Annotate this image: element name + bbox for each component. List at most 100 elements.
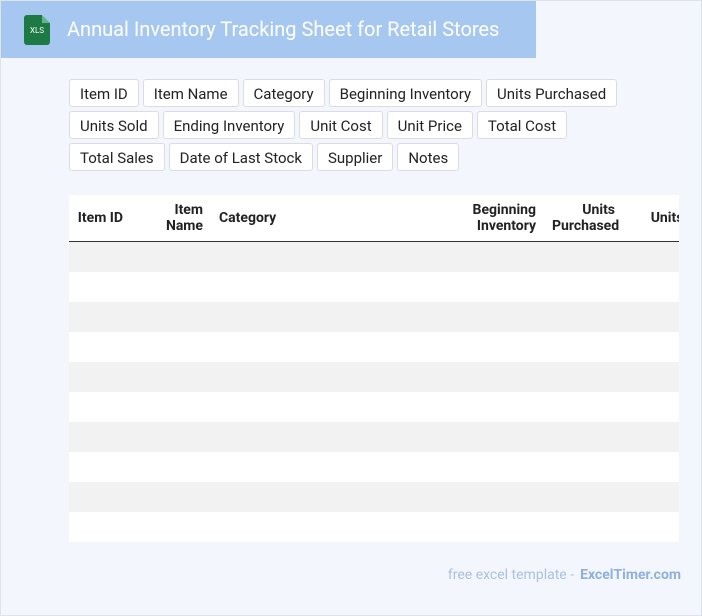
column-header: Beginning Inventory <box>425 195 544 242</box>
table-cell <box>69 512 131 542</box>
table-cell <box>131 512 211 542</box>
table-cell <box>544 272 623 302</box>
table-cell <box>544 422 623 452</box>
table-cell <box>211 512 425 542</box>
footer-brand[interactable]: ExcelTimer.com <box>580 567 681 583</box>
column-chip[interactable]: Total Sales <box>69 143 165 171</box>
column-chip[interactable]: Beginning Inventory <box>328 79 483 107</box>
table-cell <box>623 392 679 422</box>
table-cell <box>131 422 211 452</box>
page-title: Annual Inventory Tracking Sheet for Reta… <box>67 17 500 41</box>
table-cell <box>623 332 679 362</box>
table-cell <box>425 362 544 392</box>
table-cell <box>69 332 131 362</box>
column-chip[interactable]: Date of Last Stock <box>168 143 313 171</box>
table-cell <box>425 241 544 272</box>
table-row <box>69 452 679 482</box>
table-cell <box>69 452 131 482</box>
table-cell <box>131 332 211 362</box>
table-cell <box>211 332 425 362</box>
table-cell <box>69 482 131 512</box>
table-cell <box>131 392 211 422</box>
column-chip[interactable]: Units Purchased <box>486 79 618 107</box>
table-cell <box>623 482 679 512</box>
table-cell <box>544 482 623 512</box>
table-cell <box>211 241 425 272</box>
table-cell <box>211 362 425 392</box>
table-cell <box>211 302 425 332</box>
table-cell <box>425 422 544 452</box>
column-header: Item ID <box>69 195 131 242</box>
table-cell <box>425 332 544 362</box>
table-cell <box>623 362 679 392</box>
table-cell <box>69 302 131 332</box>
column-header: Units Purchased <box>544 195 623 242</box>
file-icon: XLS <box>24 15 50 45</box>
table-container: Item ID Item Name Category Beginning Invent… <box>69 195 679 542</box>
table-cell <box>211 272 425 302</box>
column-chip[interactable]: Notes <box>397 143 460 171</box>
table-cell <box>544 512 623 542</box>
table-row <box>69 302 679 332</box>
table-cell <box>69 241 131 272</box>
table-cell <box>131 241 211 272</box>
column-chip[interactable]: Total Cost <box>476 111 568 139</box>
table-cell <box>131 302 211 332</box>
table-cell <box>544 241 623 272</box>
table-cell <box>623 241 679 272</box>
column-chip[interactable]: Item Name <box>142 79 239 107</box>
table-cell <box>425 272 544 302</box>
column-chip[interactable]: Units Sold <box>69 111 159 139</box>
table-cell <box>623 422 679 452</box>
table-cell <box>211 392 425 422</box>
column-chip[interactable]: Category <box>242 79 325 107</box>
table-cell <box>131 362 211 392</box>
table-row <box>69 241 679 272</box>
table-row <box>69 392 679 422</box>
table-cell <box>425 302 544 332</box>
column-header: Category <box>211 195 425 242</box>
column-chip[interactable]: Unit Price <box>386 111 473 139</box>
table-row <box>69 272 679 302</box>
table-row <box>69 422 679 452</box>
table-cell <box>544 452 623 482</box>
column-chips: Item ID Item Name Category Beginning Invent… <box>69 79 661 171</box>
column-chip[interactable]: Ending Inventory <box>162 111 296 139</box>
table-cell <box>623 452 679 482</box>
table-row <box>69 332 679 362</box>
table-row <box>69 362 679 392</box>
table-cell <box>69 392 131 422</box>
table-cell <box>69 422 131 452</box>
table-cell <box>623 272 679 302</box>
table-cell <box>131 482 211 512</box>
table-cell <box>425 392 544 422</box>
table-row <box>69 512 679 542</box>
table-cell <box>131 272 211 302</box>
column-chip[interactable]: Item ID <box>69 79 139 107</box>
table-cell <box>425 452 544 482</box>
table-cell <box>425 512 544 542</box>
table-cell <box>131 452 211 482</box>
inventory-table: Item ID Item Name Category Beginning Invent… <box>69 195 679 542</box>
table-cell <box>544 392 623 422</box>
column-chip[interactable]: Unit Cost <box>299 111 383 139</box>
table-cell <box>623 512 679 542</box>
header-row: Item ID Item Name Category Beginning Invent… <box>69 195 679 242</box>
column-chip[interactable]: Supplier <box>316 143 394 171</box>
table-cell <box>69 362 131 392</box>
table-cell <box>623 302 679 332</box>
table-cell <box>544 302 623 332</box>
table-cell <box>69 272 131 302</box>
table-cell <box>211 452 425 482</box>
footer-text: free excel template - <box>447 567 575 583</box>
table-cell <box>544 332 623 362</box>
footer: free excel template - ExcelTimer.com <box>448 567 681 583</box>
column-header: Item Name <box>131 195 211 242</box>
column-header: Units Sold <box>623 195 679 242</box>
table-cell <box>211 482 425 512</box>
table-row <box>69 482 679 512</box>
table-cell <box>544 362 623 392</box>
header: XLS Annual Inventory Tracking Sheet for … <box>1 1 536 58</box>
table-cell <box>211 422 425 452</box>
